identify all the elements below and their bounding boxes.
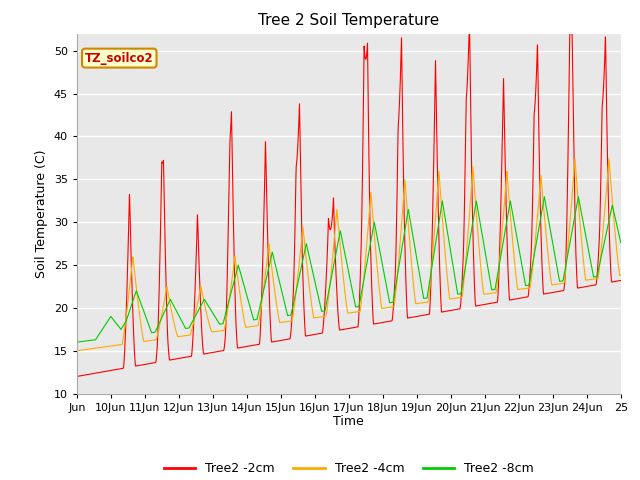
Tree2 -2cm [573, 280, 581, 286]
Tree2 -4cm [468, 177, 476, 182]
Tree2 -4cm [573, 184, 581, 190]
Tree2 -4cm [73, 348, 81, 354]
Tree2 -4cm [301, 248, 309, 253]
Title: Tree 2 Soil Temperature: Tree 2 Soil Temperature [258, 13, 440, 28]
Tree2 -2cm [306, 333, 314, 338]
Tree2 -4cm [332, 226, 339, 231]
Tree2 -2cm [617, 277, 625, 283]
Line: Tree2 -4cm: Tree2 -4cm [77, 159, 621, 351]
Tree2 -8cm [468, 224, 476, 230]
Tree2 -2cm [468, 194, 476, 200]
Line: Tree2 -8cm: Tree2 -8cm [77, 197, 621, 342]
Y-axis label: Soil Temperature (C): Soil Temperature (C) [35, 149, 48, 278]
Tree2 -8cm [600, 240, 608, 246]
Tree2 -2cm [73, 373, 81, 379]
Tree2 -4cm [571, 156, 579, 162]
Legend: Tree2 -2cm, Tree2 -4cm, Tree2 -8cm: Tree2 -2cm, Tree2 -4cm, Tree2 -8cm [159, 457, 539, 480]
Tree2 -8cm [306, 256, 314, 262]
Tree2 -8cm [301, 245, 309, 251]
Tree2 -2cm [600, 70, 608, 75]
Tree2 -8cm [73, 339, 81, 345]
Line: Tree2 -2cm: Tree2 -2cm [77, 34, 621, 376]
Tree2 -2cm [465, 31, 473, 36]
Tree2 -4cm [600, 214, 608, 220]
Tree2 -2cm [332, 252, 339, 258]
Tree2 -2cm [301, 331, 309, 337]
Tree2 -4cm [617, 273, 625, 278]
Tree2 -8cm [332, 254, 339, 260]
Tree2 -8cm [573, 200, 581, 206]
Tree2 -8cm [617, 240, 625, 246]
Text: TZ_soilco2: TZ_soilco2 [85, 51, 154, 65]
Tree2 -4cm [306, 287, 314, 293]
Tree2 -8cm [541, 194, 548, 200]
X-axis label: Time: Time [333, 415, 364, 429]
